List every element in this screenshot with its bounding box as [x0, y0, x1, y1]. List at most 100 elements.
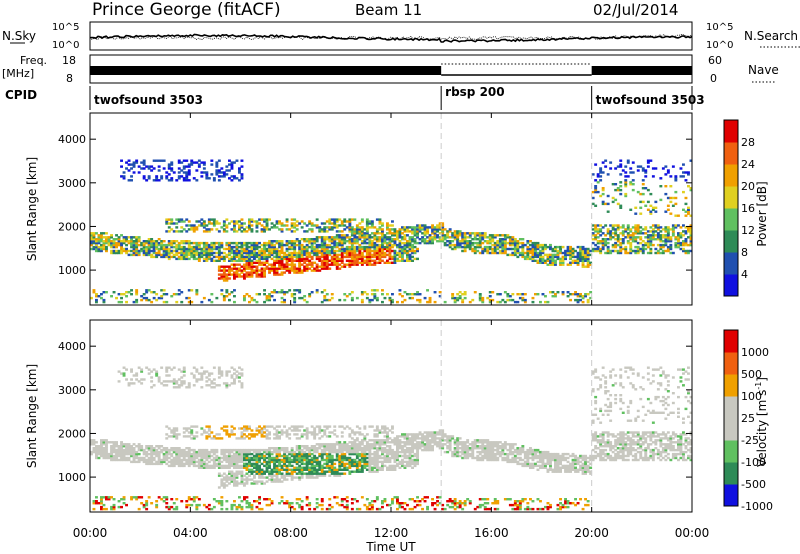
heatmap-cell	[120, 448, 123, 452]
heatmap-cell	[621, 232, 625, 235]
heatmap-cell	[125, 247, 128, 251]
heatmap-cell	[130, 289, 133, 292]
heatmap-cell	[313, 470, 317, 473]
heatmap-cell	[135, 291, 139, 294]
heatmap-cell	[649, 230, 653, 233]
heatmap-cell	[556, 257, 560, 261]
heatmap-cell	[112, 507, 116, 511]
heatmap-cell	[260, 456, 264, 460]
heatmap-cell	[298, 240, 302, 243]
heatmap-cell	[574, 259, 577, 262]
heatmap-cell	[363, 255, 367, 259]
heatmap-cell	[348, 255, 352, 259]
heatmap-cell	[185, 462, 189, 466]
heatmap-cell	[150, 452, 154, 456]
heatmap-cell	[318, 226, 322, 229]
heatmap-cell	[127, 450, 131, 454]
heatmap-cell	[152, 448, 156, 452]
heatmap-cell	[207, 253, 211, 257]
heatmap-cell	[263, 269, 266, 272]
heatmap-cell	[353, 253, 357, 257]
heatmap-cell	[160, 445, 164, 448]
heatmap-cell	[368, 259, 372, 262]
heatmap-cell	[639, 226, 643, 229]
heatmap-cell	[258, 261, 261, 264]
heatmap-cell	[328, 263, 332, 266]
heatmap-cell	[245, 429, 249, 432]
heatmap-cell	[639, 200, 643, 204]
heatmap-cell	[283, 271, 286, 274]
heatmap-cell	[318, 265, 322, 268]
heatmap-cell	[217, 273, 221, 276]
heatmap-cell	[263, 267, 266, 270]
heatmap-cell	[320, 429, 324, 432]
heatmap-cell	[238, 437, 241, 440]
heatmap-cell	[368, 249, 372, 253]
heatmap-cell	[225, 466, 229, 469]
heatmap-cell	[253, 454, 256, 458]
heatmap-cell	[207, 372, 211, 375]
heatmap-cell	[315, 456, 319, 460]
heatmap-cell	[571, 251, 575, 255]
heatmap-cell	[651, 167, 655, 170]
heatmap-cell	[250, 253, 254, 257]
heatmap-cell	[280, 480, 284, 483]
heatmap-cell	[659, 177, 663, 180]
heatmap-cell	[458, 295, 462, 298]
heatmap-cell	[639, 230, 643, 233]
heatmap-cell	[586, 247, 590, 251]
heatmap-cell	[253, 255, 256, 259]
heatmap-cell	[604, 165, 608, 168]
heatmap-cell	[263, 460, 266, 464]
heatmap-cell	[145, 445, 149, 448]
heatmap-cell	[333, 222, 337, 225]
heatmap-cell	[496, 241, 500, 245]
heatmap-cell	[243, 222, 246, 225]
heatmap-cell	[228, 452, 231, 456]
heatmap-cell	[215, 173, 219, 176]
heatmap-cell	[323, 296, 327, 300]
heatmap-cell	[305, 253, 309, 257]
heatmap-cell	[320, 251, 324, 255]
heatmap-cell	[217, 159, 221, 162]
heatmap-cell	[212, 464, 216, 468]
heatmap-cell	[150, 291, 154, 294]
heatmap-cell	[185, 454, 189, 458]
heatmap-cell	[308, 293, 312, 296]
heatmap-cell	[293, 240, 297, 243]
heatmap-cell	[308, 454, 312, 458]
heatmap-cell	[666, 238, 670, 241]
heatmap-cell	[217, 169, 221, 172]
heatmap-cell	[549, 243, 552, 247]
heatmap-cell	[125, 456, 128, 460]
frequency-panel: Freq. [MHz] 18 8 60 0 Nave	[2, 54, 779, 85]
heatmap-cell	[112, 450, 116, 454]
heatmap-cell	[574, 298, 577, 302]
heatmap-cell	[614, 234, 618, 237]
heatmap-cell	[265, 466, 269, 469]
heatmap-cell	[646, 159, 650, 162]
heatmap-cell	[258, 452, 261, 456]
heatmap-cell	[285, 500, 289, 503]
heatmap-cell	[318, 249, 322, 253]
heatmap-cell	[323, 433, 327, 436]
heatmap-cell	[233, 255, 236, 259]
heatmap-cell	[586, 300, 590, 304]
heatmap-cell	[105, 236, 108, 239]
heatmap-cell	[378, 220, 382, 223]
heatmap-cell	[313, 267, 317, 270]
heatmap-cell	[649, 192, 653, 196]
heatmap-cell	[551, 263, 555, 266]
heatmap-cell	[233, 273, 236, 276]
heatmap-cell	[265, 259, 269, 262]
heatmap-cell	[110, 507, 113, 511]
heatmap-cell	[629, 183, 633, 186]
heatmap-cell	[300, 247, 304, 251]
heatmap-cell	[534, 251, 537, 255]
heatmap-cell	[666, 236, 670, 239]
heatmap-cell	[443, 243, 447, 247]
heatmap-cell	[260, 431, 264, 434]
noise-panel: N.Sky 10^5 10^0 10^5 10^0 N.Search	[2, 21, 800, 51]
heatmap-cell	[649, 240, 653, 243]
heatmap-cell	[120, 456, 123, 460]
